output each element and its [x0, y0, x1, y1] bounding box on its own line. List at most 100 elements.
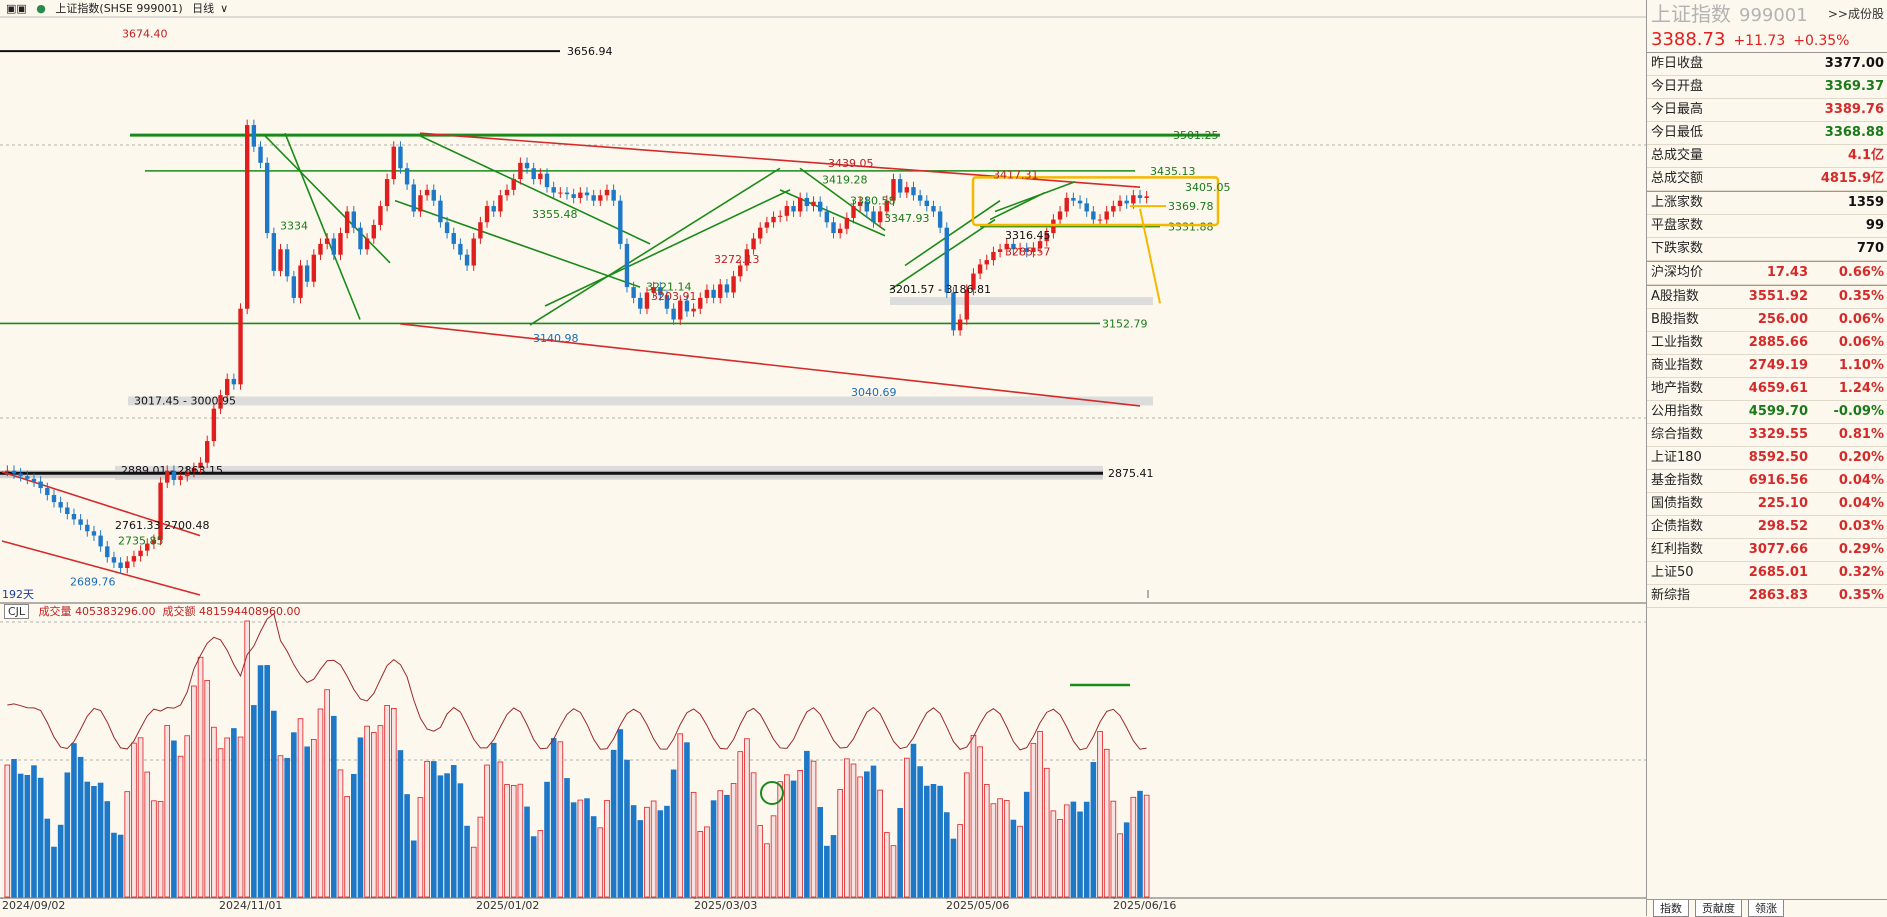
index-value: 3329.55 — [1748, 427, 1808, 442]
index-value: 225.10 — [1757, 496, 1808, 511]
candle-body — [1091, 211, 1096, 220]
level-label: 3501.25 — [1173, 129, 1219, 142]
candle-body — [1017, 248, 1023, 250]
price-annotation: 3316.45 — [1005, 229, 1051, 242]
volume-bar — [1077, 811, 1083, 898]
candle-body — [531, 168, 536, 180]
index-label: 上证180 — [1651, 450, 1702, 465]
candle-body — [571, 194, 576, 198]
candle-body — [937, 211, 943, 228]
candle-body — [131, 556, 137, 562]
volume-highlight-circle — [760, 781, 784, 805]
price-change: +11.73 — [1733, 33, 1786, 49]
last-price: 3388.73 — [1651, 29, 1726, 50]
volume-bar — [364, 725, 370, 898]
index-row[interactable]: 上证180 8592.50 0.20% — [1647, 447, 1887, 470]
constituents-link[interactable]: >>成份股 — [1827, 7, 1884, 21]
index-label: 上证50 — [1651, 565, 1694, 580]
index-row[interactable]: 国债指数 225.10 0.04% — [1647, 493, 1887, 516]
index-row[interactable]: 上证50 2685.01 0.32% — [1647, 562, 1887, 585]
volume-bar — [157, 801, 164, 898]
stat-row: 总成交量 4.1亿 — [1647, 145, 1887, 168]
volume-bar — [897, 807, 903, 898]
candle-body — [564, 192, 570, 195]
index-row[interactable]: B股指数 256.00 0.06% — [1647, 309, 1887, 332]
volume-bar — [450, 765, 457, 898]
candle-body — [798, 197, 803, 212]
stat-value: 4.1亿 — [1847, 148, 1884, 163]
volume-bar — [237, 736, 244, 898]
candle-body — [1084, 203, 1089, 212]
candle-body — [664, 295, 670, 309]
volume-bar — [684, 742, 690, 898]
volume-bar — [1083, 801, 1090, 898]
candle-body — [1124, 200, 1129, 204]
chart-area[interactable]: 3656.94 3501.25 3435.13 3152.79 2875.41 3331.… — [0, 0, 1646, 916]
tab-index[interactable]: 指数 — [1653, 900, 1689, 917]
volume-bar — [44, 818, 51, 898]
index-row[interactable]: 工业指数 2885.66 0.06% — [1647, 332, 1887, 355]
candle-body — [638, 297, 643, 309]
price-annotation: 3674.40 — [122, 28, 168, 41]
candle-body — [38, 481, 43, 489]
volume-bar — [923, 785, 930, 898]
volume-bar — [943, 812, 950, 898]
index-row[interactable]: 地产指数 4659.61 1.24% — [1647, 378, 1887, 401]
volume-bar — [397, 750, 404, 898]
index-row[interactable]: 商业指数 2749.19 1.10% — [1647, 355, 1887, 378]
date-label: 2024/11/01 — [219, 899, 283, 912]
tab-leaders[interactable]: 领涨 — [1748, 900, 1784, 917]
candle-body — [611, 189, 616, 201]
avg-row: 沪深均价 17.43 0.66% — [1647, 261, 1887, 285]
volume-bar — [277, 755, 284, 898]
volume-bar — [877, 789, 883, 898]
volume-bar — [197, 656, 204, 898]
candle-body — [138, 550, 143, 557]
candle-body — [618, 200, 623, 244]
candle-body — [1064, 197, 1069, 212]
volume-bar — [704, 826, 710, 898]
candle-body — [704, 289, 710, 298]
stat-label: 总成交额 — [1651, 171, 1704, 186]
candle-body — [877, 211, 883, 223]
period-select[interactable]: 日线 ∨ — [192, 2, 234, 15]
index-label: 公用指数 — [1651, 404, 1704, 419]
candle-body — [404, 168, 410, 185]
volume-bar — [1063, 804, 1070, 898]
level-label: 3152.79 — [1102, 317, 1148, 330]
stat-value: 4815.9亿 — [1820, 171, 1884, 186]
index-row[interactable]: 企债指数 298.52 0.03% — [1647, 516, 1887, 539]
index-row[interactable]: A股指数 3551.92 0.35% — [1647, 286, 1887, 309]
index-value: 8592.50 — [1748, 450, 1808, 465]
price-annotation: 3040.69 — [851, 386, 897, 399]
index-row[interactable]: 基金指数 6916.56 0.04% — [1647, 470, 1887, 493]
volume-bar — [390, 708, 397, 898]
volume-header: CJL 成交量 405383296.00 成交额 481594408960.00 — [4, 604, 301, 619]
index-row[interactable]: 公用指数 4599.70 -0.09% — [1647, 401, 1887, 424]
volume-bar — [1057, 818, 1063, 898]
candle-body — [244, 125, 250, 309]
index-row[interactable]: 新综指 2863.83 0.35% — [1647, 585, 1887, 608]
volume-bar — [784, 774, 790, 898]
date-label: 2025/01/02 — [476, 899, 540, 912]
date-axis: 2024/09/02 2024/11/01 2025/01/02 2025/03… — [0, 899, 1176, 915]
panel-title: 上证指数 999001 >>成份股 — [1647, 0, 1887, 28]
index-row[interactable]: 红利指数 3077.66 0.29% — [1647, 539, 1887, 562]
index-row[interactable]: 综合指数 3329.55 0.81% — [1647, 424, 1887, 447]
volume-bar — [977, 746, 983, 898]
tab-contribution[interactable]: 贡献度 — [1695, 900, 1742, 917]
stat-row: 昨日收盘 3377.00 — [1647, 53, 1887, 76]
indicator-select[interactable]: CJL — [4, 604, 30, 619]
index-value: 256.00 — [1757, 312, 1808, 327]
kline-chart[interactable]: 3656.94 3501.25 3435.13 3152.79 2875.41 3331.… — [0, 0, 1646, 899]
candle-body — [764, 222, 770, 228]
index-pct: 0.81% — [1838, 427, 1884, 442]
candle-body — [544, 173, 550, 188]
candle-body — [331, 238, 337, 255]
index-code: 999001 — [1739, 5, 1808, 26]
candle-body — [1057, 211, 1063, 220]
candle-body — [151, 539, 157, 544]
window-icon[interactable]: ▣▣ — [6, 2, 27, 15]
volume-bar — [204, 680, 211, 898]
candle-body — [58, 502, 63, 508]
